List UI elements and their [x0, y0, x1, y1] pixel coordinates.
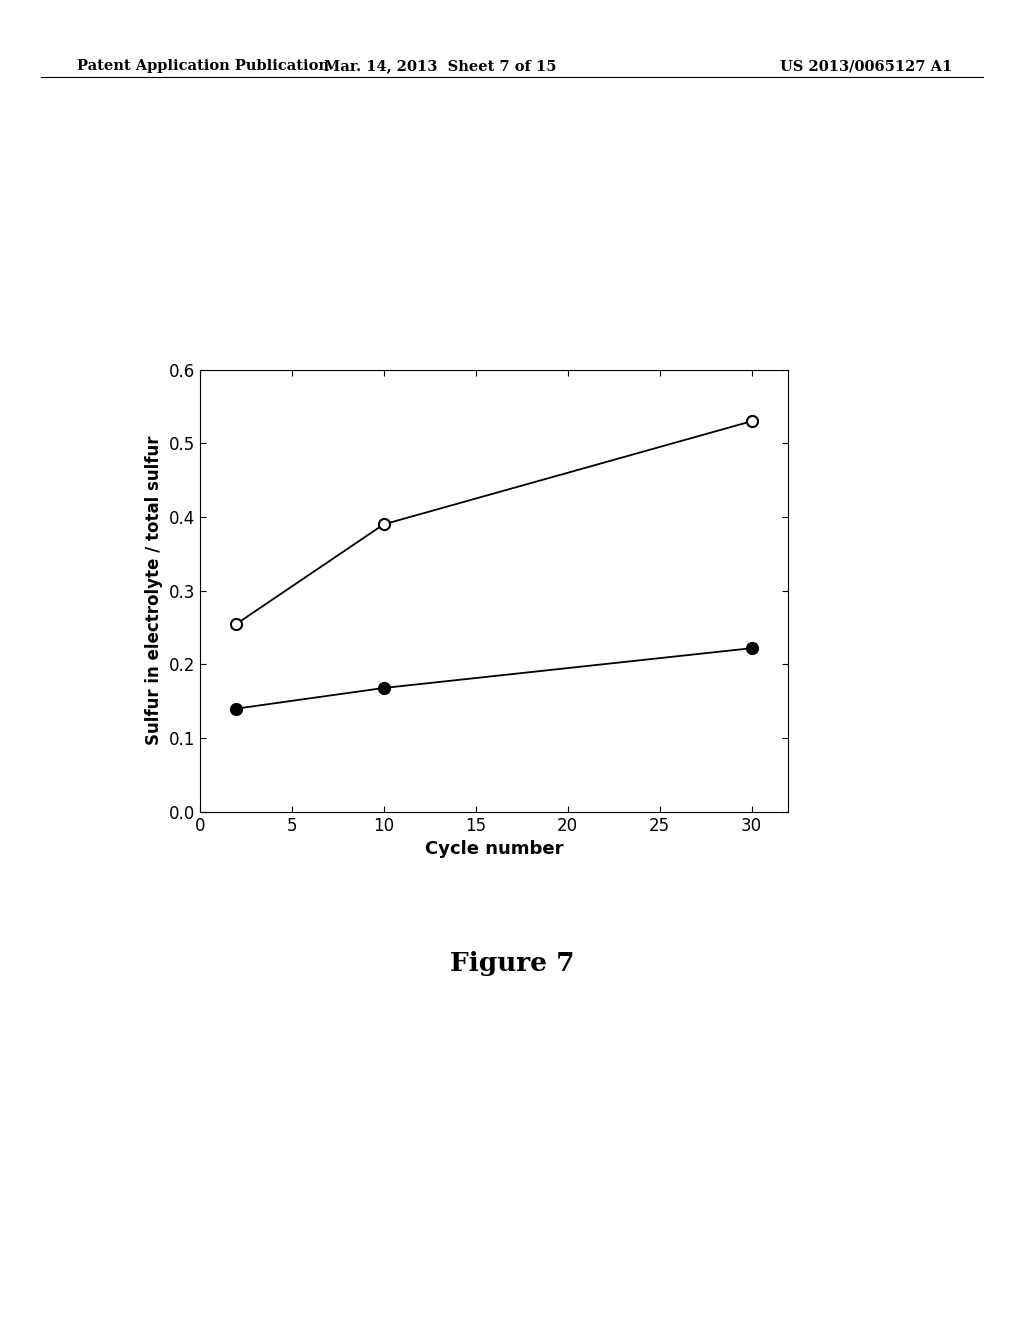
Text: Patent Application Publication: Patent Application Publication — [77, 59, 329, 74]
Y-axis label: Sulfur in electrolyte / total sulfur: Sulfur in electrolyte / total sulfur — [144, 436, 163, 746]
X-axis label: Cycle number: Cycle number — [425, 841, 563, 858]
Text: Figure 7: Figure 7 — [450, 952, 574, 975]
Text: US 2013/0065127 A1: US 2013/0065127 A1 — [780, 59, 952, 74]
Text: Mar. 14, 2013  Sheet 7 of 15: Mar. 14, 2013 Sheet 7 of 15 — [324, 59, 557, 74]
